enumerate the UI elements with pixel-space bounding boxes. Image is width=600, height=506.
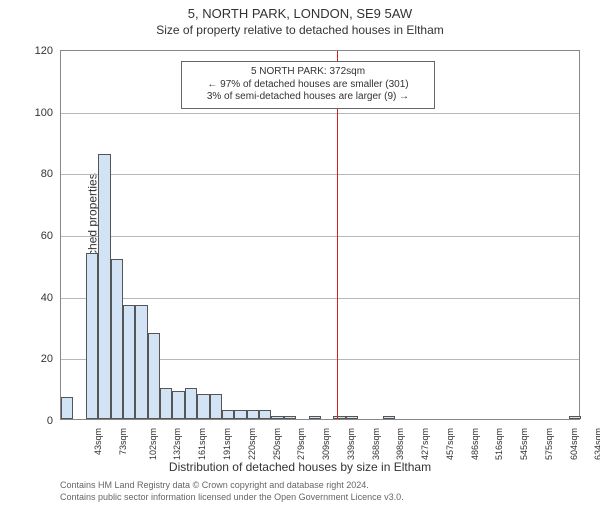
xtick-label: 398sqm bbox=[395, 428, 405, 460]
annotation-line: 3% of semi-detached houses are larger (9… bbox=[188, 91, 428, 104]
histogram-bar bbox=[284, 416, 296, 419]
plot-area: 02040608010012043sqm73sqm102sqm132sqm161… bbox=[60, 50, 580, 420]
histogram-bar bbox=[123, 305, 135, 419]
histogram-bar bbox=[61, 397, 73, 419]
histogram-bar bbox=[333, 416, 345, 419]
annotation-line: 5 NORTH PARK: 372sqm bbox=[188, 66, 428, 79]
ytick-label: 60 bbox=[23, 230, 53, 242]
histogram-bar bbox=[569, 416, 581, 419]
xtick-label: 486sqm bbox=[470, 428, 480, 460]
ytick-label: 80 bbox=[23, 168, 53, 180]
gridline bbox=[61, 113, 579, 114]
xtick-label: 250sqm bbox=[272, 428, 282, 460]
chart-subtitle: Size of property relative to detached ho… bbox=[0, 23, 600, 37]
xtick-label: 575sqm bbox=[544, 428, 554, 460]
histogram-bar bbox=[222, 410, 234, 419]
xtick-label: 309sqm bbox=[321, 428, 331, 460]
annotation-box: 5 NORTH PARK: 372sqm← 97% of detached ho… bbox=[181, 61, 435, 109]
xtick-label: 161sqm bbox=[197, 428, 207, 460]
histogram-bar bbox=[210, 394, 222, 419]
ytick-label: 0 bbox=[23, 415, 53, 427]
histogram-bar bbox=[148, 333, 160, 419]
histogram-bar bbox=[247, 410, 259, 419]
histogram-bar bbox=[185, 388, 197, 419]
footer-line-2: Contains public sector information licen… bbox=[60, 492, 404, 504]
plot-inner: 02040608010012043sqm73sqm102sqm132sqm161… bbox=[60, 50, 580, 420]
gridline bbox=[61, 298, 579, 299]
xtick-label: 73sqm bbox=[118, 428, 128, 455]
xtick-label: 634sqm bbox=[593, 428, 600, 460]
histogram-bar bbox=[111, 259, 123, 419]
xtick-label: 191sqm bbox=[222, 428, 232, 460]
annotation-line: ← 97% of detached houses are smaller (30… bbox=[188, 79, 428, 92]
histogram-bar bbox=[98, 154, 110, 419]
xtick-label: 132sqm bbox=[173, 428, 183, 460]
ytick-label: 100 bbox=[23, 107, 53, 119]
ytick-label: 120 bbox=[23, 45, 53, 57]
xtick-label: 339sqm bbox=[346, 428, 356, 460]
histogram-bar bbox=[259, 410, 271, 419]
histogram-bar bbox=[197, 394, 209, 419]
histogram-bar bbox=[271, 416, 283, 419]
histogram-bar bbox=[346, 416, 358, 419]
xtick-label: 102sqm bbox=[148, 428, 158, 460]
xtick-label: 279sqm bbox=[296, 428, 306, 460]
chart-title: 5, NORTH PARK, LONDON, SE9 5AW bbox=[0, 6, 600, 21]
histogram-bar bbox=[172, 391, 184, 419]
footer-line-1: Contains HM Land Registry data © Crown c… bbox=[60, 480, 404, 492]
histogram-bar bbox=[135, 305, 147, 419]
histogram-bar bbox=[160, 388, 172, 419]
xtick-label: 220sqm bbox=[247, 428, 257, 460]
histogram-bar bbox=[234, 410, 246, 419]
ytick-label: 20 bbox=[23, 353, 53, 365]
xtick-label: 427sqm bbox=[420, 428, 430, 460]
gridline bbox=[61, 174, 579, 175]
xtick-label: 604sqm bbox=[569, 428, 579, 460]
xtick-label: 516sqm bbox=[494, 428, 504, 460]
ytick-label: 40 bbox=[23, 292, 53, 304]
histogram-bar bbox=[86, 253, 98, 420]
histogram-bar bbox=[309, 416, 321, 419]
xtick-label: 545sqm bbox=[519, 428, 529, 460]
xtick-label: 457sqm bbox=[445, 428, 455, 460]
x-axis-label: Distribution of detached houses by size … bbox=[0, 460, 600, 474]
gridline bbox=[61, 236, 579, 237]
xtick-label: 368sqm bbox=[371, 428, 381, 460]
histogram-bar bbox=[383, 416, 395, 419]
xtick-label: 43sqm bbox=[93, 428, 103, 455]
